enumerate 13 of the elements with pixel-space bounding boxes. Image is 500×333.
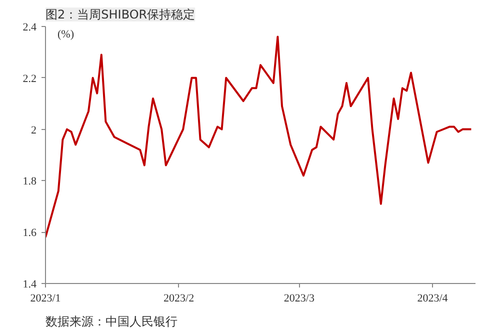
y-tick-label: 2 — [31, 124, 36, 136]
y-tick-label: 2.2 — [22, 72, 36, 85]
y-tick-label: 1.8 — [22, 176, 37, 188]
y-tick-label: 1.6 — [22, 227, 37, 240]
x-tick-label: 2023/1 — [30, 292, 61, 304]
source-note: 数据来源：中国人民银行 — [46, 314, 178, 328]
chart-title: 图2：当周SHIBOR保持稳定 — [46, 8, 196, 22]
x-tick-label: 2023/3 — [284, 292, 315, 304]
y-tick-label: 2.4 — [22, 22, 37, 34]
y-axis-title: (%) — [58, 28, 74, 40]
x-tick-label: 2023/2 — [164, 292, 194, 304]
y-tick-label: 1.4 — [22, 278, 37, 290]
x-tick-label: 2023/4 — [417, 292, 448, 304]
